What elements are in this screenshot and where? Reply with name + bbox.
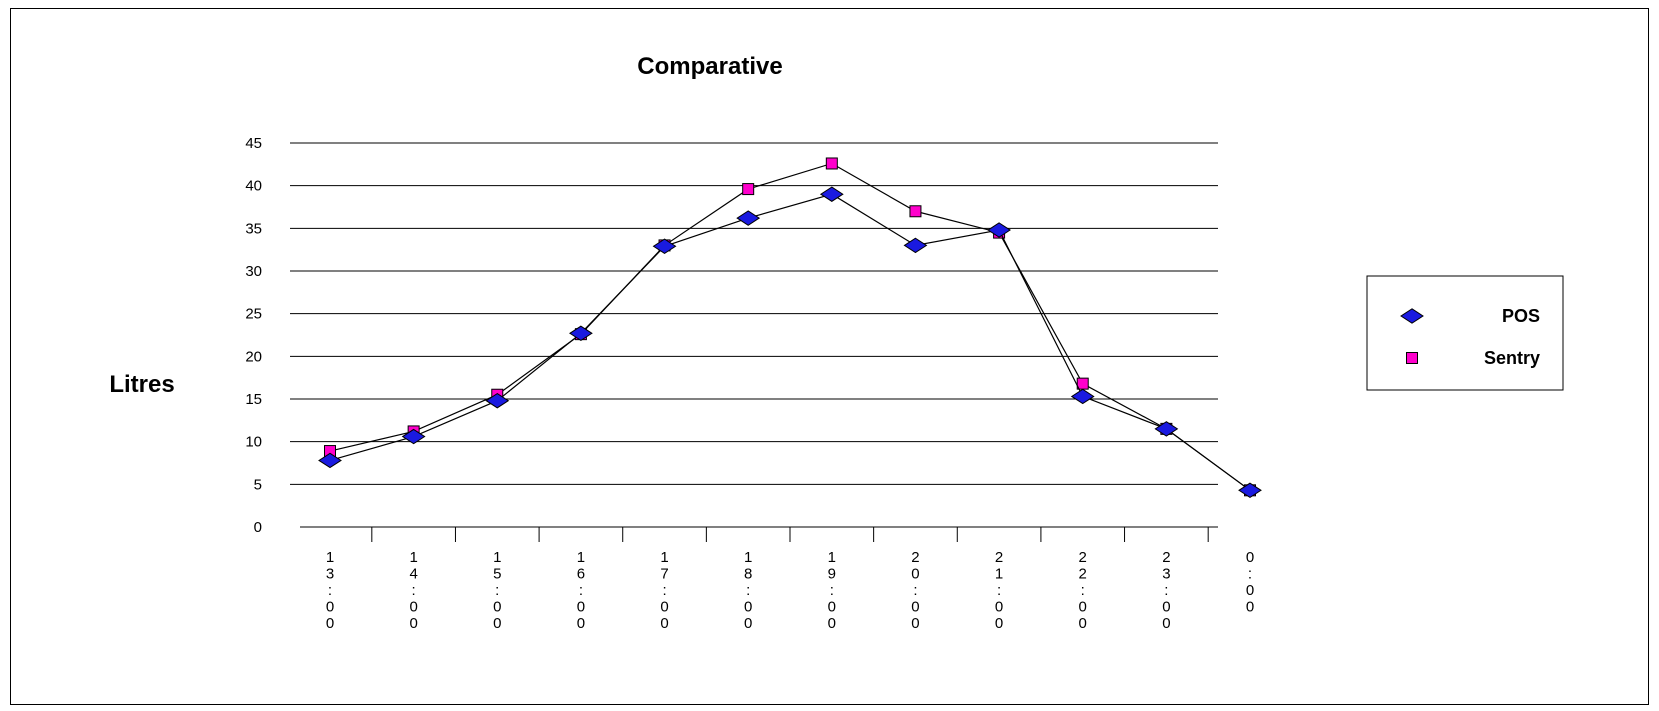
point-pos bbox=[1154, 421, 1179, 437]
point-sentry bbox=[825, 157, 838, 170]
y-tick-label: 30 bbox=[245, 263, 262, 280]
y-tick-label: 40 bbox=[245, 178, 262, 195]
legend-marker-sentry bbox=[1406, 352, 1418, 364]
series-line-sentry bbox=[329, 162, 1251, 491]
point-pos bbox=[819, 186, 844, 202]
point-pos bbox=[485, 392, 510, 409]
legend-box bbox=[1366, 275, 1564, 391]
y-axis-ticks: 0 5 10 15 20 25 30 35 40 45 bbox=[245, 135, 262, 536]
point-pos bbox=[987, 222, 1012, 238]
legend-label-pos: POS bbox=[1502, 306, 1540, 326]
chart-frame bbox=[10, 8, 1649, 705]
legend: POS Sentry bbox=[1366, 275, 1564, 391]
series-layer bbox=[318, 157, 1262, 499]
point-pos bbox=[1238, 482, 1262, 499]
y-tick-label: 5 bbox=[254, 476, 262, 493]
legend-label-sentry: Sentry bbox=[1484, 348, 1540, 368]
y-tick-label: 15 bbox=[245, 391, 262, 408]
series-sentry bbox=[324, 157, 1256, 497]
y-tick-label: 0 bbox=[254, 519, 262, 536]
point-sentry bbox=[742, 183, 755, 196]
y-axis-label: Litres bbox=[109, 371, 174, 398]
y-tick-label: 45 bbox=[245, 135, 262, 152]
legend-marker-pos bbox=[1400, 308, 1424, 324]
point-sentry bbox=[909, 205, 922, 218]
series-line-pos bbox=[329, 193, 1251, 491]
y-tick-label: 20 bbox=[245, 348, 262, 365]
point-pos bbox=[903, 237, 928, 254]
y-tick-label: 10 bbox=[245, 434, 262, 451]
chart-title: Comparative bbox=[637, 53, 782, 80]
point-pos bbox=[568, 325, 593, 342]
point-pos bbox=[318, 452, 342, 469]
point-pos bbox=[401, 428, 426, 445]
series-pos bbox=[318, 186, 1262, 499]
y-tick-label: 35 bbox=[245, 220, 262, 237]
grid-lines bbox=[290, 142, 1218, 485]
y-tick-label: 25 bbox=[245, 306, 262, 323]
point-pos bbox=[652, 238, 677, 254]
point-pos bbox=[736, 210, 761, 226]
x-axis: 1 3:0 0 1 4:0 0 1 5:0 0 1 6:0 0 1 7:0 0 1 8:0 0 1 9:0 0 2 0:0 0… bbox=[300, 526, 1254, 632]
point-pos bbox=[1070, 388, 1095, 405]
